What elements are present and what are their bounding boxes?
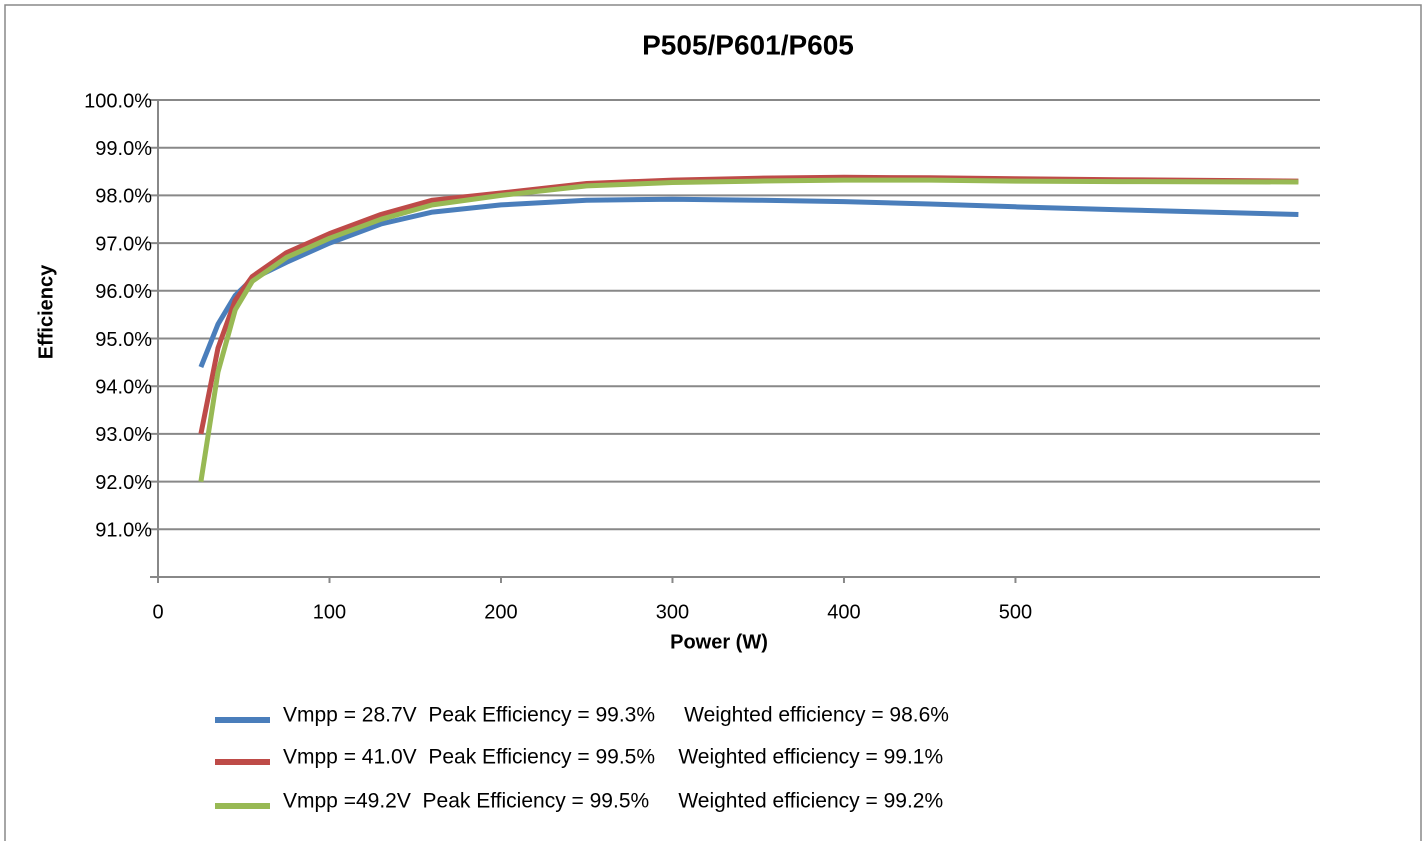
series-line — [198, 174, 1299, 435]
x-tick-label: 0 — [152, 601, 163, 623]
series-line — [198, 177, 1299, 482]
chart-frame — [4, 4, 1422, 841]
y-tick-label: 99.0% — [95, 138, 152, 160]
y-tick-label: 96.0% — [95, 281, 152, 303]
y-tick-label: 91.0% — [95, 520, 152, 542]
x-tick-label: 500 — [999, 601, 1032, 623]
x-tick-label: 400 — [827, 601, 860, 623]
y-tick-label: 95.0% — [95, 329, 152, 351]
legend-label: Vmpp = 28.7V Peak Efficiency = 99.3% Wei… — [283, 704, 949, 727]
x-tick-label: 200 — [484, 601, 517, 623]
y-tick-label: 100.0% — [84, 90, 152, 112]
legend-label: Vmpp = 41.0V Peak Efficiency = 99.5% Wei… — [283, 746, 943, 769]
y-tick-label: 92.0% — [95, 472, 152, 494]
y-tick-label: 94.0% — [95, 376, 152, 398]
y-axis-label: Efficiency — [35, 264, 57, 359]
y-tick-label: 97.0% — [95, 233, 152, 255]
y-tick-label: 98.0% — [95, 186, 152, 208]
y-tick-label: 93.0% — [95, 424, 152, 446]
x-axis-label: Power (W) — [670, 631, 768, 653]
chart-title: P505/P601/P605 — [642, 29, 854, 60]
legend-label: Vmpp =49.2V Peak Efficiency = 99.5% Weig… — [283, 790, 943, 813]
x-tick-label: 300 — [656, 601, 689, 623]
x-tick-label: 100 — [313, 601, 346, 623]
